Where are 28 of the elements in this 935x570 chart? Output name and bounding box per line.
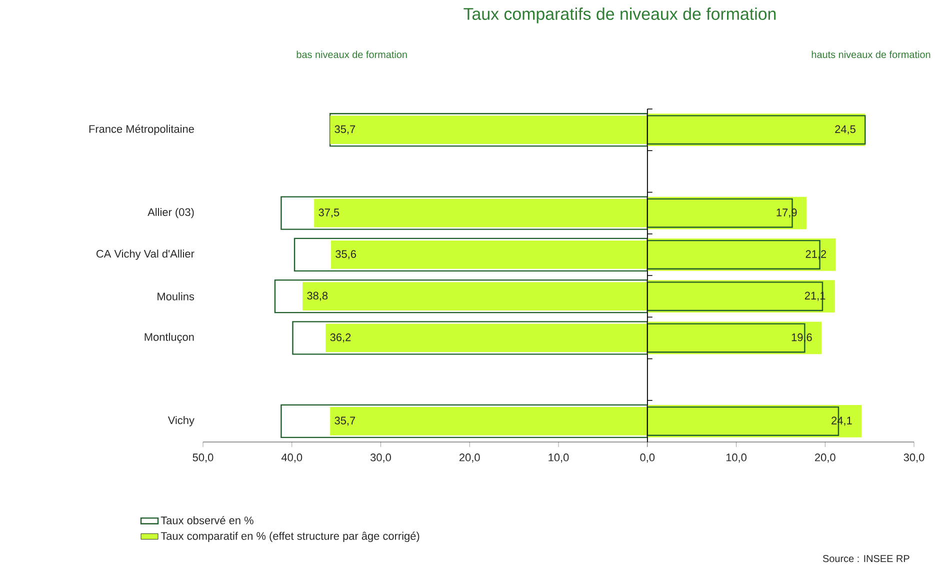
y-tick-label: Vichy	[168, 416, 194, 426]
data-label: 35,6	[336, 250, 356, 260]
y-tick-label: CA Vichy Val d'Allier	[96, 250, 194, 260]
data-label: 37,5	[318, 208, 340, 218]
data-label: 38,8	[307, 292, 328, 301]
legend-label: Taux comparatif en % (effet structure par âge corrigé)	[160, 532, 420, 542]
x-tick-label: 20,0	[815, 454, 836, 463]
x-tick-label: 30,0	[904, 454, 924, 463]
y-tick-label: Moulins	[158, 292, 194, 300]
legend-label: Taux observé en %	[160, 516, 254, 524]
x-tick-label: 40,0	[281, 454, 302, 463]
y-tick-label: Allier (03)	[148, 208, 194, 218]
x-tick-label: 30,0	[370, 454, 391, 463]
text: bas niveaux de formation	[296, 50, 407, 58]
x-tick-label: 50,0	[192, 454, 214, 463]
data-label: 35,7	[334, 416, 356, 426]
x-tick-label: 20,0	[460, 454, 480, 463]
y-tick-label: Montluçon	[144, 332, 194, 344]
chart-title: Taux comparatifs de niveaux de formation	[464, 8, 776, 24]
text: hauts niveaux de formation	[812, 50, 930, 58]
x-tick-label: 0,0	[640, 454, 655, 463]
data-label: 36,2	[330, 333, 351, 342]
y-tick-label: France Métropolitaine	[89, 124, 194, 135]
data-label: 35,7	[334, 125, 356, 134]
data-label: 24,5	[835, 125, 856, 134]
x-tick-label: 10,0	[726, 454, 746, 463]
source-note: Source : INSEE RP	[822, 555, 910, 562]
x-tick-label: 10,0	[548, 454, 569, 463]
